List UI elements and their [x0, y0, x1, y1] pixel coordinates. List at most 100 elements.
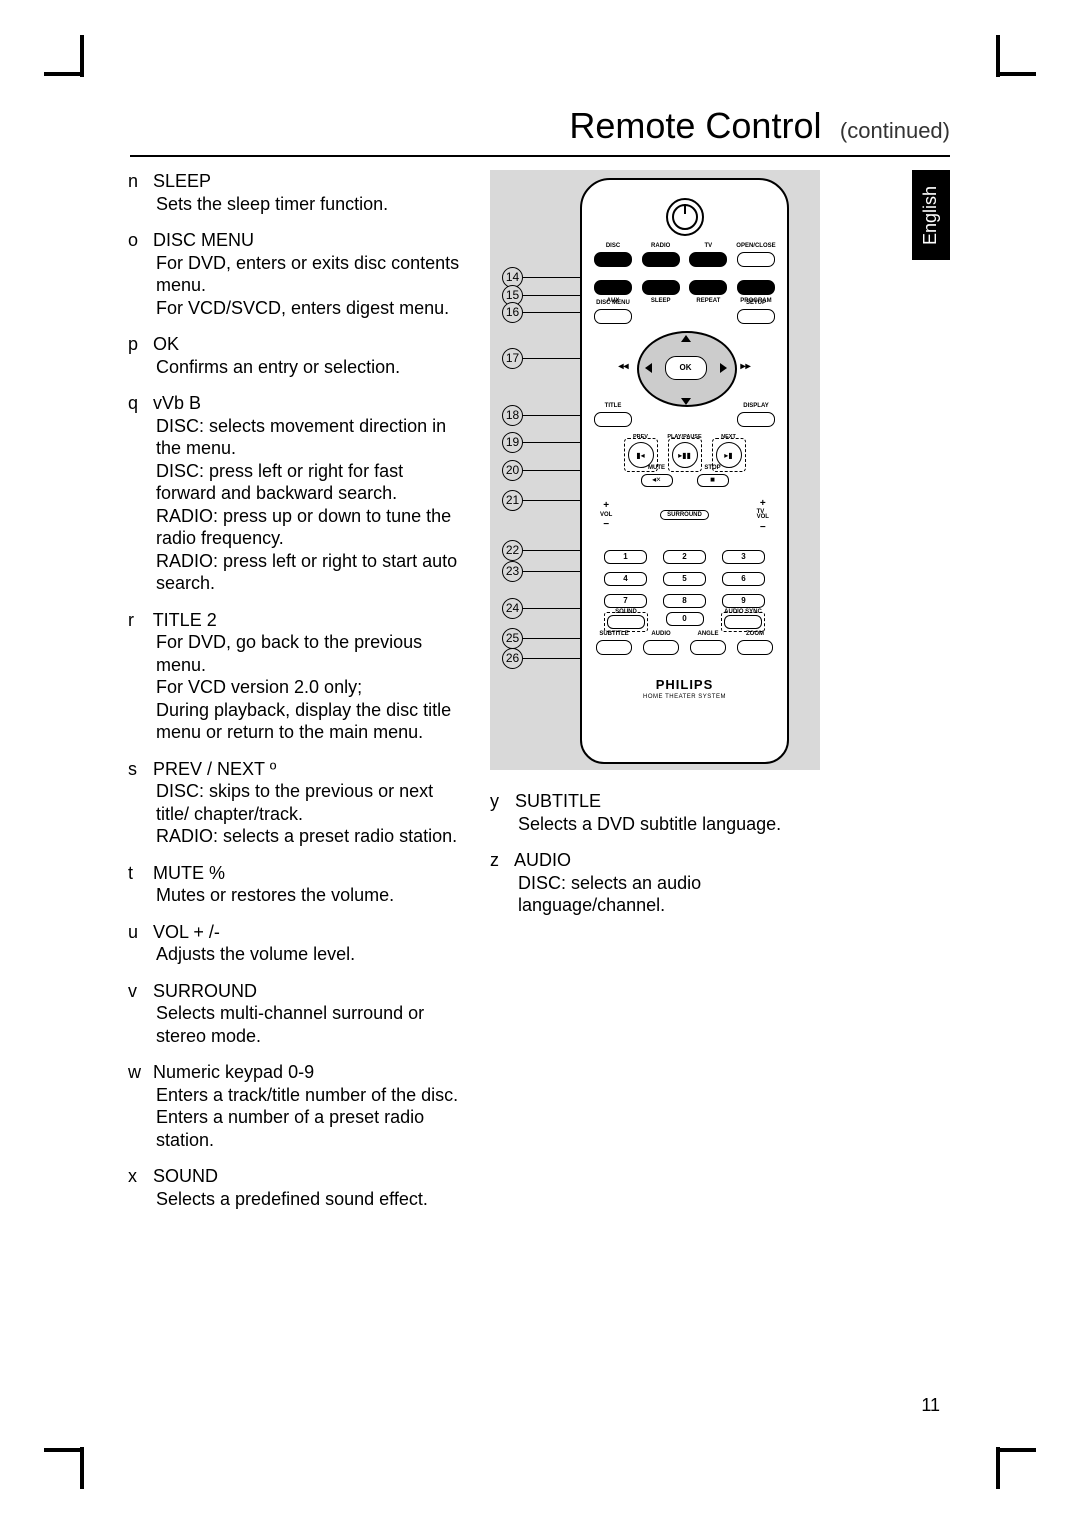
crop-mark [996, 72, 1036, 76]
page-number: 11 [921, 1395, 940, 1416]
entry-desc: For DVD, go back to the previous menu. [128, 631, 468, 676]
callout-23: 23 [502, 561, 523, 582]
remote-diagram: 14151617181920212223242526 DISCRADIOTVOP… [490, 170, 820, 770]
crop-mark [80, 1447, 84, 1489]
subtitle-button: SUBTITLE [596, 640, 632, 655]
vol-control: +VOL− [600, 500, 612, 530]
mode-button: SLEEP [642, 280, 680, 295]
num-1-button: 1 [604, 550, 647, 564]
surround-button: SURROUND [660, 510, 709, 520]
mode-button: PROGRAM [737, 280, 775, 295]
entry-desc: DISC: press left or right for fast forwa… [128, 460, 468, 505]
callout-20: 20 [502, 460, 523, 481]
entry-label: OK [153, 334, 179, 354]
entry: w Numeric keypad 0-9Enters a track/title… [128, 1061, 468, 1151]
sound-zero-row: SOUND 0 AUDIO SYNC [604, 612, 765, 632]
callout-19: 19 [502, 432, 523, 453]
title-button: TITLE [594, 412, 632, 427]
disc-menu-row: DISC MENU SETUP [594, 309, 775, 324]
num-6-button: 6 [722, 572, 765, 586]
entry-label: SURROUND [153, 981, 257, 1001]
entry-index: x [128, 1165, 148, 1188]
entry: q vVb BDISC: selects movement direction … [128, 392, 468, 595]
entry-index: v [128, 980, 148, 1003]
entry-desc: DISC: selects an audio language/channel. [490, 872, 850, 917]
entry-desc: DISC: selects movement direction in the … [128, 415, 468, 460]
callout-line [523, 277, 581, 278]
entry-label: DISC MENU [153, 230, 254, 250]
setup-label: SETUP [746, 300, 766, 306]
entry-index: r [128, 609, 148, 632]
stop-button: STOP■ [697, 474, 729, 487]
num-3-button: 3 [722, 550, 765, 564]
audio-button: AUDIO [643, 640, 679, 655]
callout-25: 25 [502, 628, 523, 649]
num-2-button: 2 [663, 550, 706, 564]
num-0-button: 0 [666, 612, 704, 626]
callout-26: 26 [502, 648, 523, 669]
left-column: n SLEEPSets the sleep timer function.o D… [128, 170, 468, 1224]
num-4-button: 4 [604, 572, 647, 586]
entry-label: Numeric keypad 0-9 [153, 1062, 314, 1082]
entry-desc: Selects a predefined sound effect. [128, 1188, 468, 1211]
page-subtitle: (continued) [840, 118, 950, 143]
transport-row: PREV▮◂ PLAY/PAUSE▸▮▮ NEXT▸▮ [624, 438, 746, 472]
page-header: Remote Control (continued) [130, 105, 950, 157]
entry-desc: During playback, display the disc title … [128, 699, 468, 744]
callout-line [523, 312, 581, 313]
mute-icon: ◂× [652, 475, 661, 484]
entry-desc: RADIO: press up or down to tune the radi… [128, 505, 468, 550]
source-button: TV [689, 252, 727, 267]
title-label: TITLE [605, 403, 622, 409]
callout-22: 22 [502, 540, 523, 561]
entry-label: VOL + /- [153, 922, 220, 942]
entry-desc: Confirms an entry or selection. [128, 356, 468, 379]
entry-index: w [128, 1061, 148, 1084]
callout-17: 17 [502, 348, 523, 369]
num-8-button: 8 [663, 594, 706, 608]
entry-desc: For VCD version 2.0 only; [128, 676, 468, 699]
mute-stop-row: MUTE◂× STOP■ [641, 474, 729, 487]
entry-desc: Selects multi-channel surround or stereo… [128, 1002, 468, 1047]
crop-mark [80, 35, 84, 77]
setup-button: SETUP [737, 309, 775, 324]
crop-mark [996, 35, 1000, 77]
entry: r TITLE 2For DVD, go back to the previou… [128, 609, 468, 744]
rewind-icon: ◂◂ [619, 361, 629, 372]
entry-desc: For DVD, enters or exits disc contents m… [128, 252, 468, 297]
crop-mark [44, 72, 84, 76]
bottom-row: SUBTITLEAUDIOANGLEZOOM [596, 640, 773, 655]
callout-line [523, 295, 581, 296]
entry: z AUDIODISC: selects an audio language/c… [490, 849, 850, 917]
crop-mark [44, 1448, 84, 1452]
entry-desc: RADIO: press left or right to start auto… [128, 550, 468, 595]
stop-icon: ■ [710, 475, 715, 484]
callout-line [523, 358, 581, 359]
entry-desc: Sets the sleep timer function. [128, 193, 468, 216]
entry-desc: Mutes or restores the volume. [128, 884, 468, 907]
source-button: RADIO [642, 252, 680, 267]
crop-mark [996, 1447, 1000, 1489]
callout-line [523, 415, 581, 416]
entry: v SURROUNDSelects multi-channel surround… [128, 980, 468, 1048]
entry-desc: Adjusts the volume level. [128, 943, 468, 966]
callout-line [523, 638, 581, 639]
callout-line [523, 500, 581, 501]
entry-index: s [128, 758, 148, 781]
title-display-row: TITLE DISPLAY [594, 412, 775, 427]
entry-label: SLEEP [153, 171, 211, 191]
entry: p OKConfirms an entry or selection. [128, 333, 468, 378]
entry: t MUTE %Mutes or restores the volume. [128, 862, 468, 907]
entry-label: SOUND [153, 1166, 218, 1186]
entry-index: z [490, 849, 510, 872]
entry-label: SUBTITLE [515, 791, 601, 811]
sound-button: SOUND [607, 615, 645, 629]
callout-24: 24 [502, 598, 523, 619]
disc-menu-label: DISC MENU [596, 300, 630, 306]
callout-21: 21 [502, 490, 523, 511]
entry: x SOUNDSelects a predefined sound effect… [128, 1165, 468, 1210]
entry: o DISC MENUFor DVD, enters or exits disc… [128, 229, 468, 319]
language-tab: English [912, 170, 950, 260]
entry-label: vVb B [153, 393, 201, 413]
tvvol-label: TVVOL [757, 510, 769, 521]
